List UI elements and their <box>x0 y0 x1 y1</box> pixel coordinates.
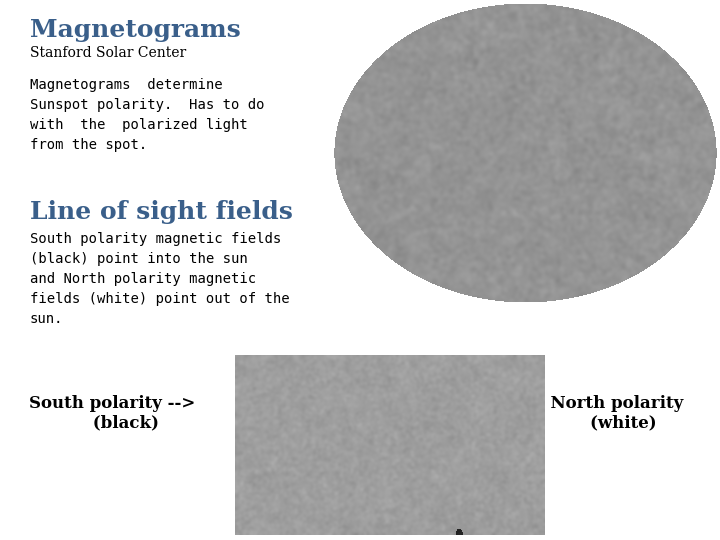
Text: Line of sight fields: Line of sight fields <box>30 200 293 224</box>
Text: Magnetograms  determine
Sunspot polarity.  Has to do
with  the  polarized light
: Magnetograms determine Sunspot polarity.… <box>30 78 264 152</box>
Text: South polarity magnetic fields
(black) point into the sun
and North polarity mag: South polarity magnetic fields (black) p… <box>30 232 289 326</box>
Text: South polarity -->
     (black): South polarity --> (black) <box>29 395 195 431</box>
Text: Stanford Solar Center: Stanford Solar Center <box>30 46 186 60</box>
Text: Magnetograms: Magnetograms <box>30 18 240 42</box>
Text: <-- North polarity
        (white): <-- North polarity (white) <box>517 395 683 431</box>
